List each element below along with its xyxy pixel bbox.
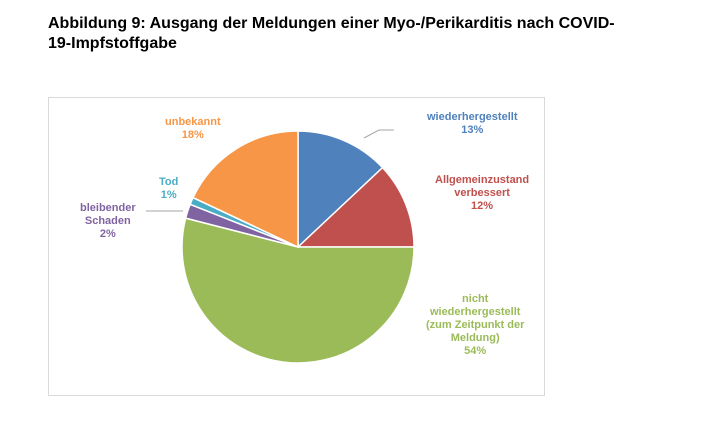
label-verbessert-line-1: Allgemeinzustand	[435, 174, 530, 186]
figure-heading-line-1: Abbildung 9: Ausgang der Meldungen einer…	[48, 15, 615, 32]
label-bleibender-schaden: bleibender Schaden 2%	[80, 202, 136, 241]
label-tod-name: Tod	[159, 176, 179, 188]
label-verbessert-line-2: verbessert	[454, 187, 510, 199]
label-nicht-wh-line-1: nicht	[462, 293, 489, 305]
label-schaden-pct: 2%	[99, 228, 116, 240]
pie-slice-unbekannt	[192, 130, 299, 249]
label-unbekannt: unbekannt 18%	[165, 116, 221, 142]
pie-slice-nicht-wiederhergestellt	[181, 217, 415, 364]
label-nicht-wiederhergestellt: nicht wiederhergestellt (zum Zeitpunkt d…	[426, 293, 524, 358]
pie-slice-wiederhergestellt	[297, 130, 384, 249]
label-wiederhergestellt-pct: 13%	[461, 124, 484, 136]
label-schaden-line-1: bleibender	[80, 202, 136, 214]
label-verbessert: Allgemeinzustand verbessert 12%	[435, 174, 529, 213]
label-wiederhergestellt-name: wiederhergestellt	[427, 111, 518, 123]
label-tod: Tod 1%	[159, 176, 178, 202]
label-nicht-wh-line-2: wiederhergestellt	[429, 306, 521, 318]
figure-heading: Abbildung 9: Ausgang der Meldungen einer…	[48, 14, 648, 54]
label-verbessert-pct: 12%	[471, 200, 494, 212]
label-tod-pct: 1%	[160, 189, 177, 201]
label-unbekannt-name: unbekannt	[165, 116, 221, 128]
figure-heading-line-2: 19-Impfstoffgabe	[48, 35, 177, 52]
pie-chart	[146, 129, 415, 364]
leader-line-wiederhergestellt	[363, 129, 394, 139]
label-nicht-wh-line-3: (zum Zeitpunkt der	[426, 319, 525, 331]
pie-slice-verbessert	[296, 166, 415, 248]
label-unbekannt-pct: 18%	[181, 129, 204, 141]
label-nicht-wh-pct: 54%	[464, 345, 487, 357]
label-wiederhergestellt: wiederhergestellt 13%	[427, 111, 517, 137]
label-schaden-line-2: Schaden	[84, 215, 131, 227]
chart-area: wiederhergestellt 13% Allgemeinzustand v…	[48, 97, 545, 396]
leader-lines	[146, 129, 394, 212]
pie-slices	[181, 130, 415, 364]
label-nicht-wh-line-4: Meldung)	[450, 332, 500, 344]
